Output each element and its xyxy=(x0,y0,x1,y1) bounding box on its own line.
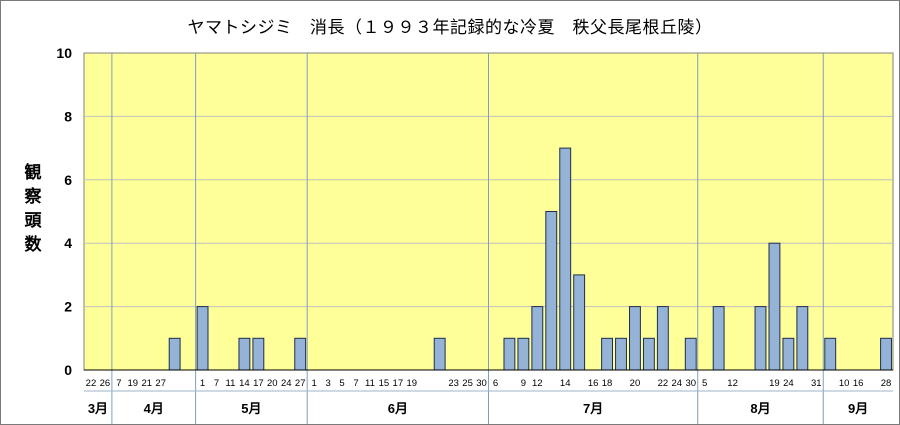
y-axis-label-char: 頭 xyxy=(24,211,42,231)
y-tick-label: 6 xyxy=(64,172,72,188)
bar xyxy=(615,337,627,371)
x-tick-label: 27 xyxy=(155,378,166,389)
bar xyxy=(252,337,265,371)
bar xyxy=(712,306,725,371)
x-tick-label: 19 xyxy=(769,378,780,389)
x-tick-label: 19 xyxy=(128,378,139,389)
bar xyxy=(294,337,307,371)
x-tick-label: 6 xyxy=(493,378,498,389)
bar xyxy=(824,337,837,371)
x-tick-label: 5 xyxy=(702,378,707,389)
bar xyxy=(880,337,892,371)
x-tick-label: 30 xyxy=(476,378,487,389)
y-tick-label: 2 xyxy=(64,299,72,315)
month-label: 8月 xyxy=(750,401,770,416)
chart-title: ヤマトシジミ 消長（１９９３年記録的な冷夏 秩父長尾根丘陵） xyxy=(187,18,713,38)
x-tick-label: 11 xyxy=(226,378,236,389)
x-tick-label: 17 xyxy=(393,378,404,389)
month-label: 4月 xyxy=(144,401,164,416)
bar xyxy=(796,306,809,371)
bar xyxy=(545,211,558,371)
x-tick-label: 11 xyxy=(365,378,375,389)
x-tick-label: 24 xyxy=(281,378,292,389)
x-tick-label: 19 xyxy=(406,378,417,389)
x-tick-label: 31 xyxy=(811,378,822,389)
bar xyxy=(238,337,251,371)
bar xyxy=(642,337,655,371)
bar xyxy=(517,337,530,371)
bar xyxy=(433,337,446,371)
y-axis-label: 観察頭数 xyxy=(21,161,45,257)
y-tick-label: 10 xyxy=(56,45,72,61)
x-tick-label: 28 xyxy=(881,378,892,389)
bar xyxy=(782,337,795,371)
bar xyxy=(656,306,669,371)
x-tick-label: 18 xyxy=(602,378,613,389)
x-tick-label: 16 xyxy=(588,378,599,389)
bar xyxy=(531,306,544,371)
y-axis-label-char: 観 xyxy=(24,163,42,183)
bar xyxy=(503,337,516,371)
month-label: 5月 xyxy=(241,401,261,416)
y-axis-label-char: 察 xyxy=(24,187,42,207)
month-label: 6月 xyxy=(388,401,408,416)
x-tick-label: 15 xyxy=(379,378,390,389)
x-tick-label: 22 xyxy=(86,378,97,389)
y-tick-label: 4 xyxy=(64,235,72,251)
month-label: 7月 xyxy=(583,401,603,416)
x-tick-label: 21 xyxy=(141,378,152,389)
bar xyxy=(754,306,767,371)
x-tick-label: 17 xyxy=(253,378,264,389)
x-tick-label: 14 xyxy=(560,378,571,389)
y-axis-label-char: 数 xyxy=(24,235,42,255)
bar xyxy=(196,306,209,371)
x-tick-label: 16 xyxy=(853,378,864,389)
x-tick-label: 7 xyxy=(116,378,121,389)
x-tick-label: 9 xyxy=(521,378,526,389)
y-tick-label: 0 xyxy=(64,362,72,378)
x-tick-label: 12 xyxy=(532,378,543,389)
x-tick-label: 20 xyxy=(630,378,641,389)
bar xyxy=(629,306,641,371)
x-tick-label: 7 xyxy=(214,378,219,389)
x-tick-label: 23 xyxy=(448,378,459,389)
x-tick-label: 7 xyxy=(353,378,358,389)
x-tick-label: 14 xyxy=(239,378,250,389)
x-tick-label: 1 xyxy=(200,378,205,389)
x-tick-label: 24 xyxy=(783,378,794,389)
x-tick-label: 20 xyxy=(267,378,278,389)
bar xyxy=(573,274,586,371)
x-tick-label: 22 xyxy=(658,378,669,389)
x-tick-label: 12 xyxy=(727,378,738,389)
x-tick-label: 30 xyxy=(685,378,696,389)
x-tick-label: 26 xyxy=(100,378,111,389)
x-tick-label: 25 xyxy=(462,378,473,389)
x-tick-label: 5 xyxy=(339,378,344,389)
bar xyxy=(601,337,614,371)
bar xyxy=(684,337,697,371)
x-tick-label: 24 xyxy=(672,378,683,389)
bar xyxy=(559,147,572,371)
x-tick-label: 10 xyxy=(839,378,850,389)
month-label: 3月 xyxy=(88,401,108,416)
bar xyxy=(168,337,181,371)
x-tick-label: 27 xyxy=(295,378,306,389)
x-tick-label: 1 xyxy=(311,378,316,389)
bar xyxy=(768,242,781,371)
month-label: 9月 xyxy=(848,401,868,416)
x-tick-label: 3 xyxy=(325,378,330,389)
y-tick-label: 8 xyxy=(64,108,72,124)
